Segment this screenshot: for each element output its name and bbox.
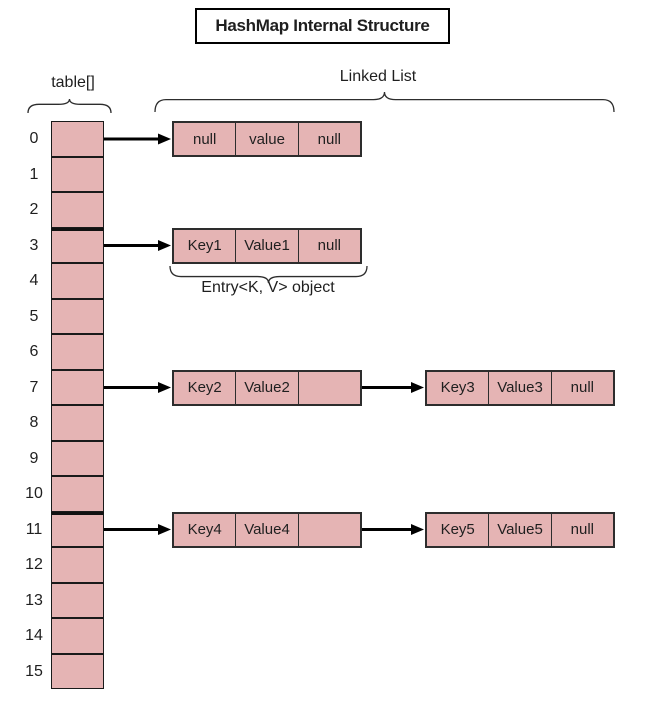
array-index-label: 0: [29, 130, 39, 147]
linked-list-brace: [154, 91, 615, 113]
array-cell: [51, 192, 104, 228]
array-index-label: 7: [29, 378, 39, 396]
entry-node-cell: null: [550, 371, 613, 404]
array-index-label: 12: [25, 556, 43, 573]
entry-node: Key5 Value5 null: [425, 511, 615, 548]
entry-node-cell: null: [297, 123, 360, 155]
entry-node-cell: Value5: [488, 513, 550, 546]
entry-node: Key1 Value1 null: [172, 227, 362, 264]
entry-node-cell: Value2: [235, 371, 297, 404]
entry-node: Key3 Value3 null: [425, 369, 615, 406]
entry-node-cell: Key3: [440, 379, 475, 396]
array-cell: [51, 440, 104, 476]
array-index-label: 6: [29, 343, 39, 360]
array-index-label: 4: [29, 272, 39, 289]
array-index-label: 2: [29, 201, 39, 218]
array-cell: [51, 263, 104, 299]
bucket-arrow-head-icon: [158, 382, 171, 393]
entry-node-cell: Value1: [235, 229, 297, 262]
array-index-label: 11: [25, 520, 43, 538]
array-index-label: 3: [29, 236, 39, 254]
entry-next-pointer-cell: [297, 371, 360, 404]
array-index-label: 8: [29, 414, 39, 431]
array-cell: [51, 227, 104, 263]
array-cell: [51, 298, 104, 334]
array-cell: [51, 618, 104, 654]
array-cell: [51, 156, 104, 192]
array-index-label: 5: [29, 307, 39, 325]
array-index-label: 15: [25, 662, 43, 680]
bucket-arrow-head-icon: [158, 524, 171, 535]
title-box: HashMap Internal Structure: [195, 8, 450, 44]
entry-object-label: Entry<K, V> object: [201, 279, 335, 296]
array-cell: [51, 121, 104, 157]
linked-list-label: Linked List: [339, 68, 417, 85]
entry-node-cell: Value4: [235, 513, 297, 546]
entry-node: Key4 Value4: [172, 511, 362, 548]
chain-arrow-head-icon: [411, 524, 424, 535]
array-index-label: 14: [25, 627, 43, 644]
array-index-label: 10: [25, 485, 43, 502]
array-cell: [51, 547, 104, 583]
array-index-label: 9: [29, 449, 39, 467]
table-array-label: table[]: [51, 74, 95, 91]
entry-node-cell: Key2: [187, 379, 222, 396]
array-cell: [51, 511, 104, 547]
table-array-brace: [27, 98, 112, 114]
entry-node-cell: Key1: [187, 237, 222, 254]
entry-node-cell: null: [297, 229, 360, 262]
entry-node-cell: value: [235, 123, 297, 155]
array-cell: [51, 334, 104, 370]
array-index-label: 1: [29, 165, 39, 183]
entry-node-cell: Key4: [187, 521, 222, 538]
entry-node: null value null: [172, 121, 362, 157]
array-cell: [51, 476, 104, 512]
entry-node-cell: Value3: [488, 371, 550, 404]
entry-node-cell: null: [550, 513, 613, 546]
entry-node: Key2 Value2: [172, 369, 362, 406]
diagram-title: HashMap Internal Structure: [215, 16, 430, 35]
entry-next-pointer-cell: [297, 513, 360, 546]
array-cell: [51, 582, 104, 618]
array-cell: [51, 653, 104, 689]
array-cell: [51, 369, 104, 405]
array-index-label: 13: [25, 591, 43, 609]
bucket-arrow-head-icon: [158, 240, 171, 251]
entry-node-cell: null: [192, 130, 217, 148]
bucket-arrow-head-icon: [158, 133, 171, 145]
array-cell: [51, 405, 104, 441]
entry-node-cell: Key5: [440, 521, 475, 538]
chain-arrow-head-icon: [411, 382, 424, 393]
